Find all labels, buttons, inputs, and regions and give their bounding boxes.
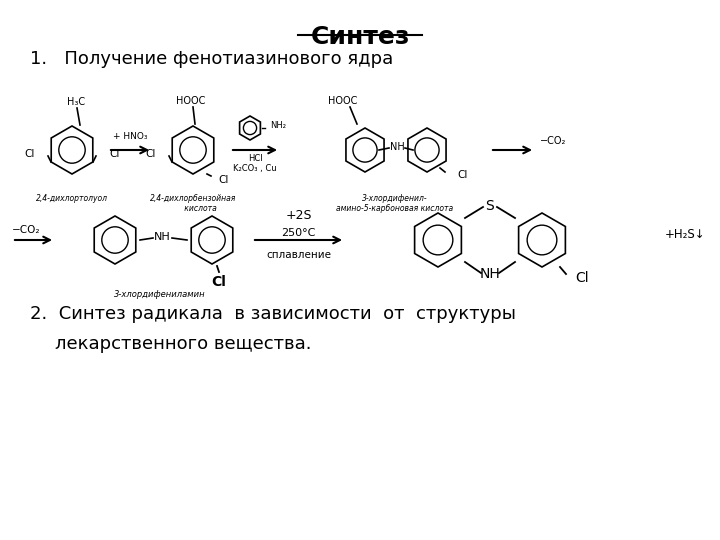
Text: Cl: Cl — [145, 149, 156, 159]
Text: сплавление: сплавление — [266, 250, 331, 260]
Text: Cl: Cl — [218, 175, 228, 185]
Text: Cl: Cl — [457, 170, 467, 180]
Text: −CO₂: −CO₂ — [12, 225, 40, 235]
Text: +2S: +2S — [285, 209, 312, 222]
Text: лекарственного вещества.: лекарственного вещества. — [55, 335, 312, 353]
Text: NH: NH — [153, 232, 171, 242]
Text: Cl: Cl — [575, 271, 589, 285]
Text: 2,4-дихлорбензойная
      кислота: 2,4-дихлорбензойная кислота — [150, 194, 236, 213]
Text: NH₂: NH₂ — [270, 120, 286, 130]
Text: −CO₂: −CO₂ — [540, 136, 567, 146]
Text: Cl: Cl — [24, 149, 35, 159]
Text: HCl: HCl — [248, 154, 262, 163]
Text: Cl: Cl — [109, 149, 120, 159]
Text: HOOC: HOOC — [176, 96, 206, 106]
Text: +H₂S↓: +H₂S↓ — [665, 228, 706, 241]
Text: K₂CO₃ , Cu: K₂CO₃ , Cu — [233, 164, 276, 173]
Text: 2.  Синтез радикала  в зависимости  от  структуры: 2. Синтез радикала в зависимости от стру… — [30, 305, 516, 323]
Text: 3-хлордифенил-
амино-5-карбоновая кислота: 3-хлордифенил- амино-5-карбоновая кислот… — [336, 194, 454, 213]
Text: Cl: Cl — [212, 275, 226, 289]
Text: NH: NH — [390, 142, 405, 152]
Text: + HNO₃: + HNO₃ — [113, 132, 148, 141]
Text: H₃C: H₃C — [67, 97, 85, 107]
Text: HOOC: HOOC — [328, 96, 358, 106]
Text: NH: NH — [480, 267, 500, 281]
Text: Синтез: Синтез — [310, 25, 410, 49]
Text: 1.   Получение фенотиазинового ядра: 1. Получение фенотиазинового ядра — [30, 50, 393, 68]
Text: 2,4-дихлортолуол: 2,4-дихлортолуол — [36, 194, 108, 203]
Text: 250°C: 250°C — [282, 228, 315, 238]
Text: S: S — [485, 199, 495, 213]
Text: 3-хлордифениламин: 3-хлордифениламин — [114, 290, 206, 299]
